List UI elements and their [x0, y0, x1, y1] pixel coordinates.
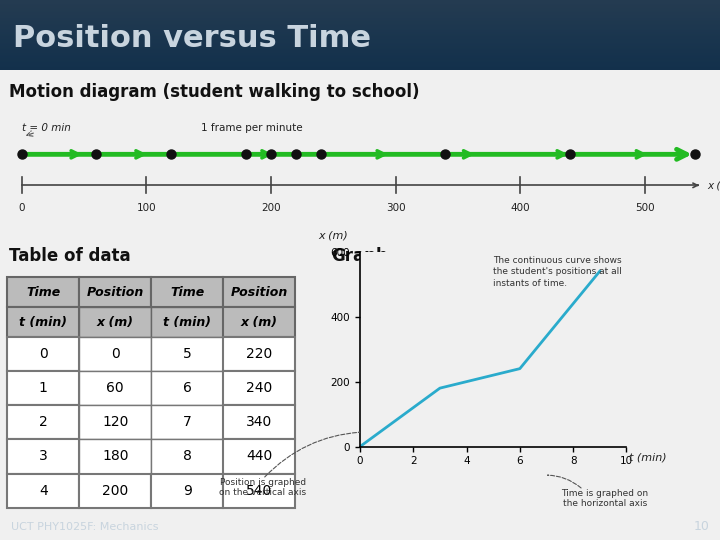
- Text: x (m): x (m): [708, 180, 720, 190]
- Text: 400: 400: [510, 203, 530, 213]
- Text: Table of data: Table of data: [9, 247, 130, 265]
- Text: Graph: Graph: [331, 247, 388, 265]
- Text: 1 frame per minute: 1 frame per minute: [201, 123, 303, 133]
- Text: x (m): x (m): [318, 230, 348, 240]
- Text: 500: 500: [635, 203, 654, 213]
- Text: 300: 300: [386, 203, 405, 213]
- Text: Time is graphed on
the horizontal axis: Time is graphed on the horizontal axis: [561, 489, 649, 508]
- Text: 0: 0: [18, 203, 25, 213]
- Text: Position is graphed
on the vertical axis: Position is graphed on the vertical axis: [219, 478, 307, 497]
- Text: 10: 10: [693, 520, 709, 533]
- Text: 100: 100: [137, 203, 156, 213]
- Text: The continuous curve shows
the student's positions at all
instants of time.: The continuous curve shows the student's…: [493, 255, 622, 288]
- Text: UCT PHY1025F: Mechanics: UCT PHY1025F: Mechanics: [11, 522, 158, 531]
- Text: Position versus Time: Position versus Time: [13, 24, 371, 53]
- Text: Motion diagram (student walking to school): Motion diagram (student walking to schoo…: [9, 84, 419, 102]
- Text: 200: 200: [261, 203, 281, 213]
- Text: t (min): t (min): [629, 452, 667, 462]
- Text: t = 0 min: t = 0 min: [22, 123, 71, 133]
